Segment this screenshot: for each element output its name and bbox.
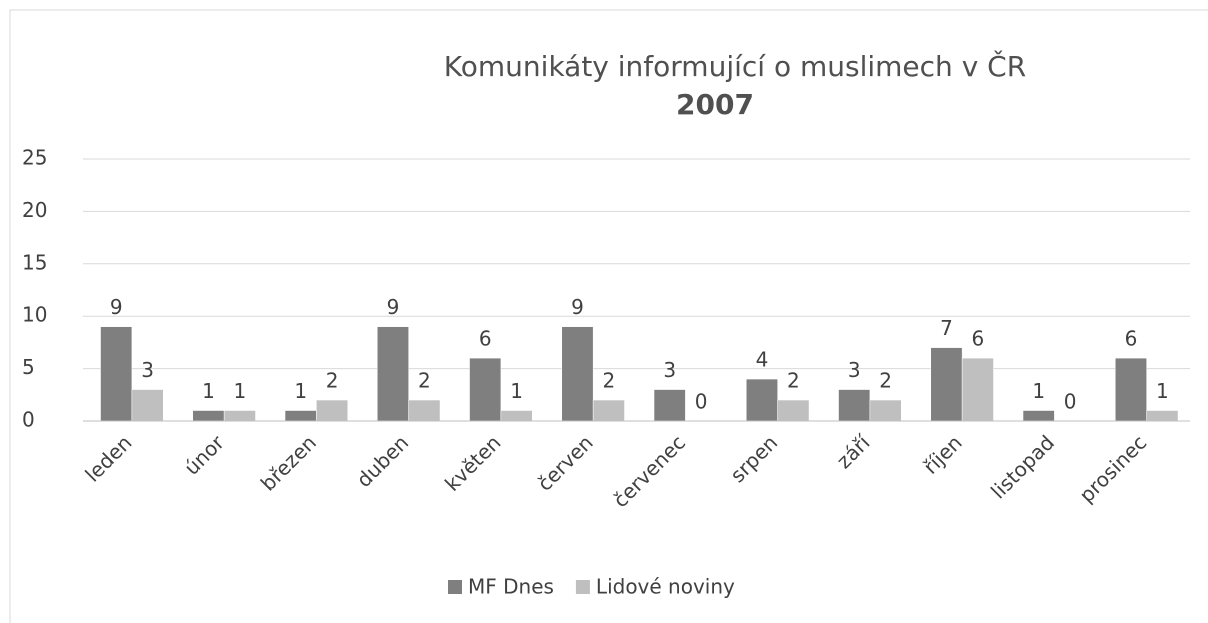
data-label: 3 <box>141 358 154 382</box>
data-label: 2 <box>418 369 431 393</box>
data-label: 2 <box>879 369 892 393</box>
bar <box>777 399 810 422</box>
legend-swatch <box>448 580 462 594</box>
data-label: 0 <box>695 390 708 414</box>
bar <box>408 399 441 422</box>
data-label: 6 <box>971 327 984 351</box>
x-tick-label: srpen <box>725 430 782 487</box>
data-label: 2 <box>787 369 800 393</box>
bar <box>192 410 225 422</box>
x-tick-label: březen <box>256 430 321 495</box>
chart-frame <box>9 9 1208 623</box>
data-label: 1 <box>233 379 246 403</box>
data-label: 1 <box>1156 379 1169 403</box>
bar <box>838 389 871 422</box>
bar <box>653 389 686 422</box>
x-tick-label: únor <box>179 430 229 480</box>
x-tick-label: prosinec <box>1074 430 1151 507</box>
y-tick-label: 20 <box>22 198 47 222</box>
y-tick-label: 5 <box>22 355 35 379</box>
data-label: 1 <box>294 379 307 403</box>
bar <box>1115 357 1147 422</box>
data-label: 0 <box>1064 390 1077 414</box>
bar <box>131 389 164 422</box>
data-label: 6 <box>1125 327 1138 351</box>
y-tick-label: 25 <box>22 146 47 170</box>
x-tick-label: listopad <box>986 430 1059 503</box>
bar <box>500 410 533 422</box>
x-tick-label: říjen <box>918 430 966 478</box>
x-tick-label: červen <box>533 430 598 495</box>
bar <box>316 399 349 422</box>
x-tick-label: květen <box>440 430 505 495</box>
chart-title: Komunikáty informující o muslimech v ČR <box>444 49 1026 83</box>
x-tick-label: leden <box>80 430 136 486</box>
bar <box>592 399 625 422</box>
chart-subtitle: 2007 <box>676 88 754 121</box>
y-tick-label: 15 <box>22 250 47 274</box>
legend-label: MF Dnes <box>468 575 554 599</box>
data-label: 1 <box>1032 379 1045 403</box>
data-label: 6 <box>479 327 492 351</box>
x-tick-label: červenec <box>608 430 690 512</box>
data-label: 7 <box>940 316 953 340</box>
data-label: 4 <box>756 348 769 372</box>
bar <box>930 347 963 422</box>
data-label: 9 <box>571 295 584 319</box>
bar <box>284 410 317 422</box>
data-label: 2 <box>326 369 339 393</box>
data-label: 2 <box>602 369 615 393</box>
bar <box>1022 410 1055 422</box>
data-label: 9 <box>110 295 123 319</box>
bar <box>1146 410 1179 422</box>
bar <box>223 410 256 422</box>
bar <box>869 399 902 422</box>
legend-swatch <box>575 580 590 594</box>
bar <box>561 326 594 422</box>
data-label: 1 <box>510 379 523 403</box>
y-tick-label: 0 <box>22 408 35 432</box>
bar <box>100 326 133 422</box>
y-tick-label: 10 <box>22 303 47 327</box>
legend-label: Lidové noviny <box>596 575 735 599</box>
bar <box>746 378 778 422</box>
data-label: 9 <box>387 295 400 319</box>
bar <box>377 326 409 422</box>
bar <box>469 357 502 422</box>
data-label: 3 <box>663 358 676 382</box>
data-label: 3 <box>848 358 861 382</box>
data-label: 1 <box>202 379 215 403</box>
x-tick-label: září <box>832 429 876 473</box>
bar <box>961 357 994 422</box>
x-tick-label: duben <box>352 430 414 492</box>
